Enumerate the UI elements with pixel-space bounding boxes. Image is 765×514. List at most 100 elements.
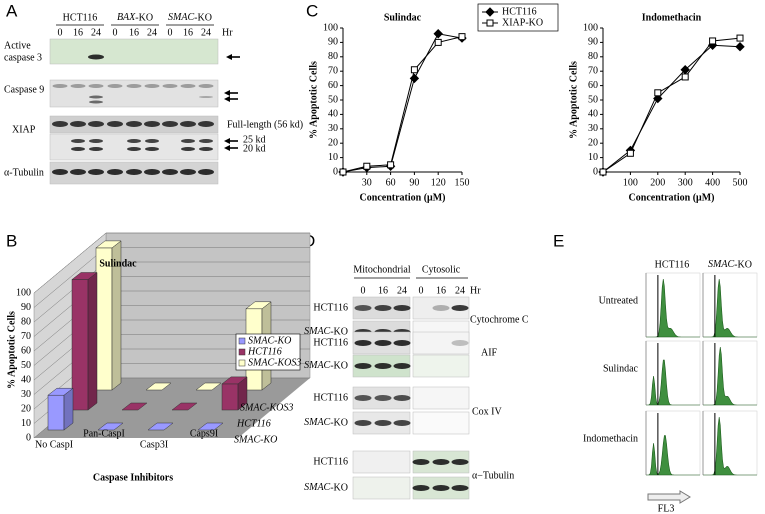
bar-top bbox=[95, 240, 122, 249]
band bbox=[88, 121, 104, 127]
histogram bbox=[703, 278, 757, 338]
marker bbox=[486, 19, 494, 27]
y-tick-label: 0 bbox=[593, 166, 598, 177]
marker bbox=[654, 89, 662, 97]
marker bbox=[363, 162, 371, 170]
bar-top bbox=[145, 382, 172, 391]
band bbox=[52, 169, 68, 175]
band bbox=[374, 363, 392, 369]
band bbox=[393, 420, 411, 426]
legend-label: SMAC-KO bbox=[248, 335, 291, 346]
y-tick-label: 90 bbox=[21, 302, 31, 313]
y-tick-label: 40 bbox=[21, 374, 31, 385]
cell-line-label: HCT116 bbox=[313, 302, 348, 313]
bar-top bbox=[245, 301, 272, 310]
row-label: Caspase 9 bbox=[4, 84, 44, 95]
band bbox=[374, 420, 392, 426]
legend-swatch bbox=[238, 348, 246, 356]
band bbox=[393, 340, 411, 346]
column-label: HCT116 bbox=[655, 259, 690, 270]
band bbox=[89, 139, 103, 143]
band bbox=[198, 121, 214, 127]
protein-label: AIF bbox=[481, 347, 498, 358]
bar-top bbox=[197, 422, 224, 431]
bar-side-shade bbox=[64, 388, 73, 430]
y-tick-label: 30 bbox=[588, 123, 598, 134]
panel-label: C bbox=[306, 1, 318, 20]
band bbox=[180, 84, 196, 88]
legend-box bbox=[235, 333, 301, 371]
row-label: Untreated bbox=[599, 295, 638, 306]
marker bbox=[433, 29, 443, 39]
marker bbox=[599, 168, 607, 176]
y-axis-label: % Apoptotic Cells bbox=[308, 61, 319, 139]
band bbox=[126, 121, 142, 127]
group-label: BAX-KO bbox=[117, 12, 153, 23]
time-unit: Hr bbox=[222, 27, 233, 38]
y-tick-label: 40 bbox=[588, 109, 598, 120]
blot bbox=[412, 354, 470, 378]
y-tick-label: 60 bbox=[21, 345, 31, 356]
panel-label: E bbox=[553, 231, 564, 250]
lane-label: 16 bbox=[436, 285, 446, 296]
band bbox=[354, 305, 372, 311]
lane-label: 0 bbox=[113, 27, 118, 38]
marker bbox=[626, 149, 634, 157]
y-tick-label: 50 bbox=[21, 360, 31, 371]
band bbox=[145, 147, 159, 151]
marker bbox=[434, 38, 442, 46]
band bbox=[199, 96, 213, 98]
band bbox=[393, 305, 411, 311]
band bbox=[162, 121, 178, 127]
histogram bbox=[646, 359, 700, 406]
y-tick-label: 30 bbox=[21, 389, 31, 400]
marker bbox=[387, 161, 395, 169]
time-unit: Hr bbox=[470, 285, 481, 296]
y-tick-label: 100 bbox=[323, 22, 338, 33]
x-axis-label: Concentration (μM) bbox=[629, 192, 715, 203]
band bbox=[432, 305, 450, 311]
cell-line-label: HCT116 bbox=[313, 456, 348, 467]
lane-label: 0 bbox=[419, 285, 424, 296]
x-tick-label: 400 bbox=[705, 177, 720, 188]
marker bbox=[485, 7, 495, 17]
band bbox=[354, 340, 372, 346]
marker bbox=[458, 33, 466, 41]
blot bbox=[49, 38, 219, 65]
x-tick-label: No CaspI bbox=[35, 439, 73, 450]
y-tick-label: 70 bbox=[588, 65, 598, 76]
x-tick-label: 90 bbox=[409, 177, 419, 188]
histogram bbox=[703, 416, 757, 476]
marker bbox=[709, 37, 717, 45]
blot bbox=[352, 450, 411, 474]
y-tick-label: 90 bbox=[588, 37, 598, 48]
lane-label: 16 bbox=[183, 27, 193, 38]
marker bbox=[736, 34, 744, 42]
lane-label: 16 bbox=[73, 27, 83, 38]
band bbox=[393, 363, 411, 369]
lane-label: 24 bbox=[91, 27, 101, 38]
band bbox=[412, 459, 430, 465]
band bbox=[451, 459, 469, 465]
cell-line-label: SMAC-KO bbox=[304, 482, 348, 493]
band bbox=[70, 169, 86, 175]
y-tick-label: 0 bbox=[333, 166, 338, 177]
y-tick-label: 90 bbox=[328, 37, 338, 48]
cell-line-label: HCT116 bbox=[313, 392, 348, 403]
y-tick-label: 70 bbox=[21, 331, 31, 342]
band bbox=[89, 100, 103, 104]
band bbox=[70, 121, 86, 127]
band bbox=[144, 121, 160, 127]
band bbox=[393, 395, 411, 401]
x-tick-label: 30 bbox=[362, 177, 372, 188]
x-tick-label: 200 bbox=[650, 177, 665, 188]
protein-label: Cox IV bbox=[472, 406, 503, 417]
y-tick-label: 100 bbox=[16, 287, 31, 298]
y-tick-label: 10 bbox=[588, 152, 598, 163]
arrow-head bbox=[224, 138, 230, 144]
histogram-frame bbox=[702, 340, 758, 406]
legend-label: XIAP-KO bbox=[502, 17, 543, 28]
row-label: caspase 3 bbox=[4, 52, 42, 63]
y-tick-label: 60 bbox=[588, 80, 598, 91]
x-tick-label: 500 bbox=[733, 177, 748, 188]
